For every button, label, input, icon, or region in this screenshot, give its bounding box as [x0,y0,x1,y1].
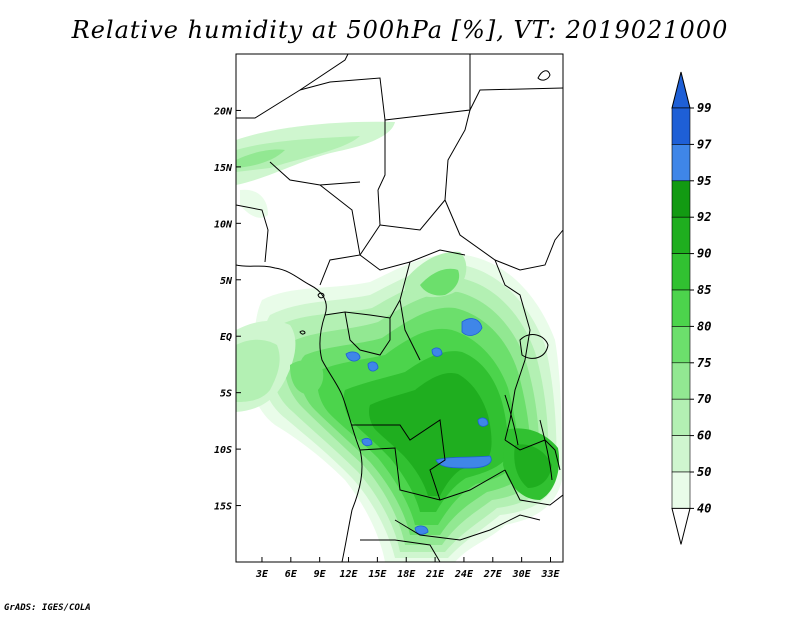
colorbar-label: 40 [697,501,711,515]
colorbar-label: 50 [697,465,711,479]
colorbar-band [671,471,691,509]
colorbar-band [671,435,691,473]
high-humidity-patches [345,318,492,535]
colorbar-band [671,362,691,400]
colorbar-band [671,144,691,182]
colorbar-label: 95 [697,174,711,188]
colorbar-band [671,289,691,327]
colorbar-label: 92 [697,210,711,224]
colorbar-bottom-arrow [671,507,691,545]
lat-tick-label: 15S [214,502,232,513]
colorbar: 99 97 95 92 90 85 80 75 70 60 50 40 [671,71,712,545]
colorbar-label: 75 [697,356,711,370]
colorbar-band [671,398,691,436]
lat-tick-label: EQ [220,332,232,343]
colorbar-band [671,216,691,254]
lon-tick-label: 12E [339,569,358,580]
colorbar-band [671,180,691,218]
colorbar-band [671,107,691,145]
country-borders [236,54,563,562]
lon-tick-label: 15E [368,569,387,580]
longitude-axis: 3E 6E 9E 12E 15E 18E 21E 24E 27E 30E 33E [255,557,561,580]
colorbar-label: 70 [697,392,711,406]
lon-tick-label: 18E [397,569,416,580]
lon-tick-label: 3E [255,569,269,580]
lon-tick-label: 9E [314,569,327,580]
lon-tick-label: 33E [540,569,560,580]
colorbar-label: 97 [697,137,712,151]
colorbar-label: 80 [697,319,711,333]
humidity-field [236,121,562,562]
lat-tick-label: 20N [213,106,233,117]
lon-tick-label: 21E [425,569,445,580]
lat-tick-label: 10S [214,445,232,456]
grads-credit: GrADS: IGES/COLA [4,603,91,613]
colorbar-label: 99 [697,101,711,115]
lon-tick-label: 24E [454,569,474,580]
colorbar-label: 85 [697,283,711,297]
lon-tick-label: 30E [512,569,532,580]
map-frame [235,53,564,563]
lon-tick-label: 27E [483,569,503,580]
colorbar-label: 60 [697,429,711,443]
colorbar-band [671,326,691,364]
colorbar-band [671,253,691,291]
lat-tick-label: 5S [220,389,232,400]
colorbar-top-arrow [671,71,691,109]
lat-tick-label: 10N [214,219,233,230]
lat-tick-label: 15N [214,163,233,174]
lon-tick-label: 6E [285,569,298,580]
latitude-axis: 20N 15N 10N 5N EQ 5S 10S 15S [213,106,241,513]
colorbar-label: 90 [697,247,711,261]
lat-tick-label: 5N [220,276,233,287]
map-title: Relative humidity at 500hPa [%], VT: 201… [71,16,729,44]
